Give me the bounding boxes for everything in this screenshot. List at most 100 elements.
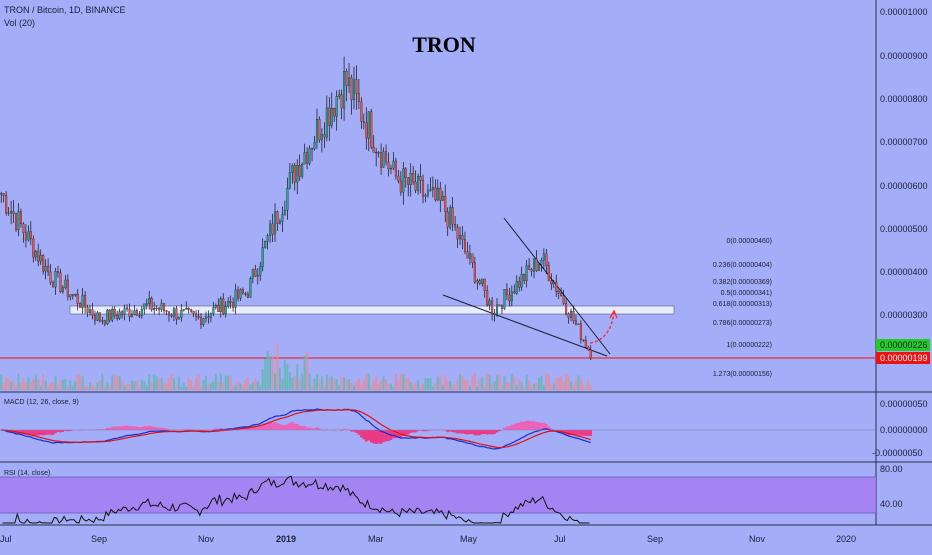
candle-body[interactable] — [555, 282, 557, 291]
candle-body[interactable] — [565, 304, 567, 314]
candle-body[interactable] — [205, 317, 207, 319]
candle-body[interactable] — [213, 307, 215, 313]
candle-body[interactable] — [415, 182, 417, 190]
candle-body[interactable] — [410, 173, 412, 184]
candle-body[interactable] — [294, 166, 296, 183]
candle-body[interactable] — [573, 311, 575, 320]
candle-body[interactable] — [459, 235, 461, 239]
candle-body[interactable] — [533, 259, 535, 271]
candle-body[interactable] — [299, 165, 301, 176]
candle-body[interactable] — [380, 153, 382, 167]
candle-body[interactable] — [506, 289, 508, 294]
candle-body[interactable] — [301, 164, 303, 176]
candle-body[interactable] — [188, 308, 190, 309]
candle-body[interactable] — [296, 165, 298, 182]
candle-body[interactable] — [536, 259, 538, 271]
candle-body[interactable] — [316, 119, 318, 142]
candle-body[interactable] — [504, 289, 506, 308]
candle-body[interactable] — [32, 239, 34, 257]
candle-body[interactable] — [304, 152, 306, 164]
candle-body[interactable] — [324, 135, 326, 137]
candle-body[interactable] — [311, 149, 313, 150]
candle-body[interactable] — [176, 309, 178, 320]
candle-body[interactable] — [585, 340, 587, 347]
candle-body[interactable] — [139, 316, 141, 317]
candle-body[interactable] — [277, 212, 279, 224]
candle-body[interactable] — [481, 279, 483, 284]
candle-body[interactable] — [13, 211, 15, 213]
candle-body[interactable] — [568, 314, 570, 318]
candle-body[interactable] — [543, 254, 545, 261]
candle-body[interactable] — [148, 298, 150, 304]
candle-body[interactable] — [274, 212, 276, 235]
candle-body[interactable] — [343, 71, 345, 108]
candle-body[interactable] — [435, 187, 437, 200]
candle-body[interactable] — [541, 260, 543, 264]
candle-body[interactable] — [250, 278, 252, 297]
candle-body[interactable] — [563, 296, 565, 304]
candle-body[interactable] — [447, 212, 449, 227]
candle-body[interactable] — [444, 196, 446, 212]
candle-body[interactable] — [222, 299, 224, 314]
candle-body[interactable] — [25, 233, 27, 240]
candle-body[interactable] — [373, 147, 375, 152]
candle-body[interactable] — [570, 311, 572, 317]
candle-body[interactable] — [227, 301, 229, 306]
candle-body[interactable] — [198, 316, 200, 317]
candle-body[interactable] — [462, 235, 464, 240]
candle-body[interactable] — [232, 302, 234, 307]
candle-body[interactable] — [262, 247, 264, 266]
candle-body[interactable] — [134, 310, 136, 314]
candle-body[interactable] — [264, 241, 266, 247]
candle-body[interactable] — [89, 310, 91, 313]
candle-body[interactable] — [136, 310, 138, 315]
candle-body[interactable] — [166, 311, 168, 312]
candle-body[interactable] — [489, 301, 491, 305]
candle-body[interactable] — [402, 169, 404, 193]
candle-body[interactable] — [319, 119, 321, 140]
candle-body[interactable] — [432, 187, 434, 189]
candle-body[interactable] — [47, 266, 49, 272]
candle-body[interactable] — [346, 71, 348, 85]
candle-body[interactable] — [121, 312, 123, 315]
candle-body[interactable] — [422, 180, 424, 196]
candle-body[interactable] — [60, 273, 62, 292]
candle-body[interactable] — [104, 320, 106, 324]
candle-body[interactable] — [267, 236, 269, 242]
candle-body[interactable] — [225, 306, 227, 313]
candle-body[interactable] — [185, 308, 187, 309]
candle-body[interactable] — [385, 152, 387, 162]
candle-body[interactable] — [151, 298, 153, 309]
candle-body[interactable] — [210, 314, 212, 318]
candle-body[interactable] — [79, 304, 81, 308]
candle-body[interactable] — [496, 305, 498, 313]
candle-body[interactable] — [538, 265, 540, 271]
candle-body[interactable] — [370, 112, 372, 147]
candle-body[interactable] — [282, 214, 284, 221]
candle-body[interactable] — [388, 162, 390, 169]
candle-body[interactable] — [173, 309, 175, 317]
candle-body[interactable] — [368, 112, 370, 139]
candle-body[interactable] — [526, 266, 528, 281]
candle-body[interactable] — [486, 291, 488, 305]
candle-body[interactable] — [353, 80, 355, 100]
candle-body[interactable] — [180, 310, 182, 317]
candle-body[interactable] — [550, 281, 552, 284]
candle-body[interactable] — [587, 347, 589, 350]
candle-body[interactable] — [333, 108, 335, 116]
candle-body[interactable] — [242, 289, 244, 293]
candle-body[interactable] — [8, 213, 10, 214]
candle-body[interactable] — [203, 319, 205, 325]
candle-body[interactable] — [72, 294, 74, 295]
candle-body[interactable] — [491, 301, 493, 315]
candle-body[interactable] — [141, 309, 143, 316]
candle-body[interactable] — [407, 178, 409, 185]
candle-body[interactable] — [390, 168, 392, 169]
candle-body[interactable] — [469, 254, 471, 259]
candle-body[interactable] — [427, 191, 429, 196]
candle-body[interactable] — [578, 324, 580, 325]
candle-body[interactable] — [178, 318, 180, 320]
candle-body[interactable] — [513, 292, 515, 293]
candle-body[interactable] — [15, 214, 17, 230]
